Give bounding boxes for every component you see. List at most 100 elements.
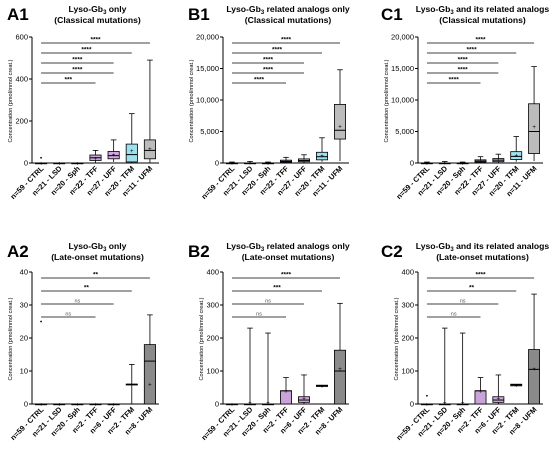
significance-label: ns (65, 312, 71, 318)
mean-marker: + (230, 403, 234, 409)
box-3: + (280, 377, 292, 405)
y-tick-label: 0 (215, 400, 219, 409)
significance-label: **** (272, 47, 283, 54)
panel-c2: C2 Lyso-Gb3 and its related analogs(Late-… (381, 241, 549, 442)
y-tick-label: 15,000 (391, 64, 414, 73)
box-1: + (438, 327, 451, 407)
box (510, 151, 523, 160)
panel-title: Lyso-Gb3 related analogs only (226, 241, 350, 253)
panel-title: Lyso-Gb3 and its related analogs (416, 4, 550, 16)
mean-marker: + (76, 403, 80, 409)
y-tick-label: 5,000 (395, 127, 414, 136)
significance-label: **** (458, 57, 469, 64)
significance-label: ns (451, 312, 457, 318)
box-2: + (262, 332, 274, 407)
box-4: + (492, 374, 505, 404)
mean-marker: + (338, 367, 342, 373)
mean-marker: + (320, 384, 324, 390)
box-0: + (35, 156, 48, 168)
box-5: + (316, 384, 328, 390)
panel-label: C1 (381, 5, 403, 24)
panel-label: B2 (188, 242, 210, 261)
panel-a2: A2 Lyso-Gb3 only(Late-onset mutations) 0 10… (7, 241, 159, 442)
y-tick-label: 100 (206, 367, 219, 376)
mean-marker: + (479, 159, 483, 165)
y-tick-label: 400 (401, 268, 414, 277)
mean-marker: + (443, 161, 447, 167)
significance-label: **** (467, 47, 478, 54)
panel-subtitle: (Late-onset mutations) (242, 252, 335, 262)
y-axis-label: Concentration (pmol/mmol creat.) (8, 59, 14, 142)
y-tick-label: 300 (401, 301, 414, 310)
box-3: + (89, 403, 102, 409)
mean-marker: + (532, 125, 536, 131)
box-3: + (474, 156, 487, 165)
mean-marker: + (148, 147, 152, 153)
panel-subtitle: (Classical mutations) (245, 15, 332, 25)
significance-label: ** (469, 285, 475, 292)
box-4: + (492, 153, 505, 164)
y-tick-label: 20,000 (391, 33, 414, 42)
y-axis-label: Concentration (pmol/mmol creat.) (394, 297, 400, 380)
box-1: + (53, 162, 66, 168)
y-tick-label: 0 (410, 400, 414, 409)
box-3: + (280, 156, 292, 166)
y-tick-label: 5,000 (200, 127, 219, 136)
significance-label: ** (84, 285, 90, 292)
y-tick-label: 15,000 (196, 64, 219, 73)
mean-marker: + (320, 154, 324, 160)
outlier-point (40, 320, 42, 323)
panel-subtitle: (Late-onset mutations) (51, 252, 144, 262)
y-tick-label: 0 (410, 159, 414, 168)
panel-title: Lyso-Gb3 only (69, 4, 127, 16)
box-0: + (226, 403, 238, 409)
box-4: + (298, 154, 310, 165)
significance-label: **** (254, 77, 265, 84)
box-0: + (35, 320, 48, 409)
y-tick-label: 100 (401, 367, 414, 376)
box (334, 349, 346, 405)
mean-marker: + (148, 383, 152, 389)
mean-marker: + (284, 160, 288, 166)
significance-label: **** (72, 57, 83, 64)
box-6: + (143, 59, 156, 163)
mean-marker: + (57, 403, 61, 409)
significance-label: **** (281, 272, 292, 279)
y-tick-label: 400 (206, 268, 219, 277)
mean-marker: + (130, 149, 134, 155)
mean-marker: + (443, 401, 447, 407)
significance-label: **** (90, 37, 101, 44)
y-tick-label: 20,000 (196, 33, 219, 42)
box-1: + (244, 327, 256, 407)
significance-label: **** (475, 37, 486, 44)
box-2: + (456, 161, 469, 167)
mean-marker: + (76, 162, 80, 168)
mean-marker: + (112, 153, 116, 159)
box-6: + (143, 314, 156, 405)
significance-label: **** (475, 272, 486, 279)
mean-marker: + (39, 403, 43, 409)
y-tick-label: 300 (206, 301, 219, 310)
mean-marker: + (230, 161, 234, 167)
box-5: + (125, 113, 138, 163)
box-1: + (244, 161, 256, 167)
panel-b1: B1 Lyso-Gb3 related analogs only(Classica… (188, 4, 350, 201)
panel-a1: A1 Lyso-Gb3 only(Classical mutations) 0 200… (7, 4, 159, 201)
mean-marker: + (514, 154, 518, 160)
panel-subtitle: (Late-onset mutations) (436, 252, 529, 262)
mean-marker: + (514, 383, 518, 389)
box (107, 151, 120, 160)
significance-label: ns (460, 299, 466, 305)
panel-label: A2 (7, 242, 29, 261)
y-tick-label: 200 (401, 334, 414, 343)
mean-marker: + (112, 403, 116, 409)
box-5: + (125, 363, 138, 404)
box-2: + (71, 403, 84, 409)
mean-marker: + (302, 397, 306, 403)
significance-label: **** (449, 77, 460, 84)
box-6: + (334, 302, 346, 405)
box-6: + (528, 66, 541, 162)
mean-marker: + (497, 158, 501, 164)
significance-label: ns (256, 312, 262, 318)
mean-marker: + (461, 161, 465, 167)
